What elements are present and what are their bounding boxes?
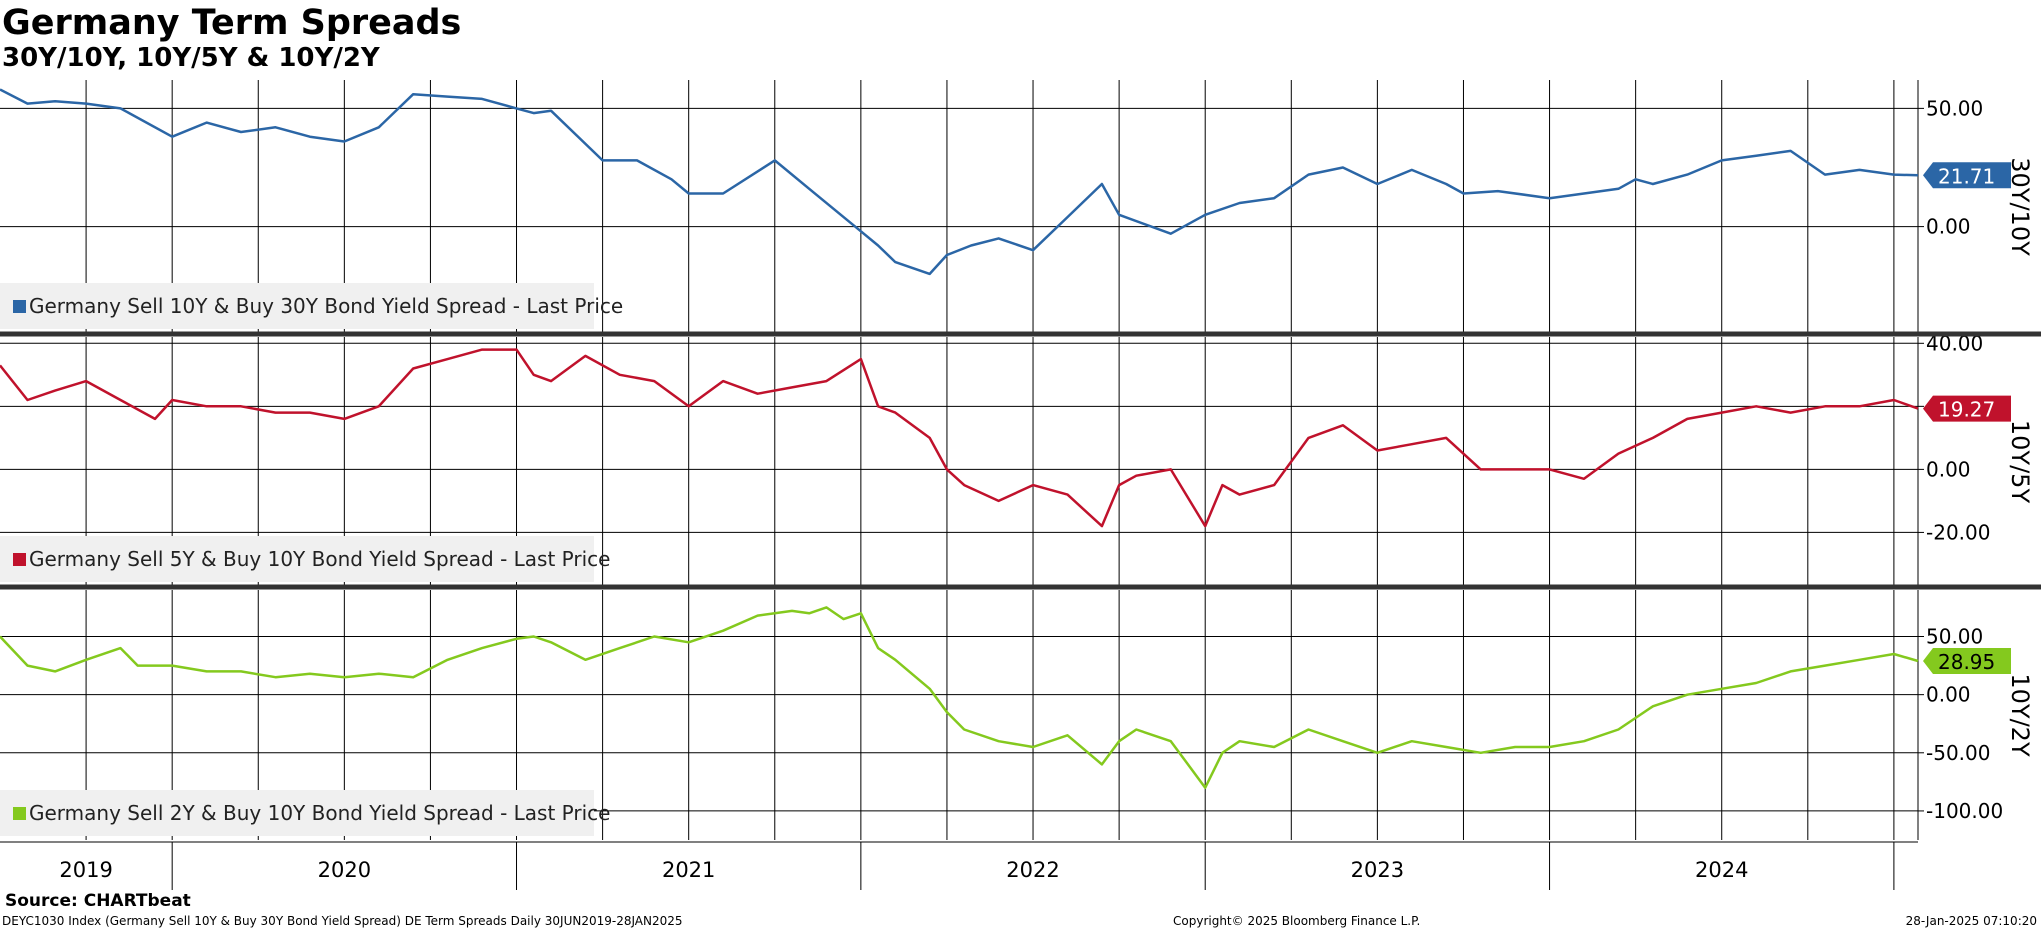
y-tick-label: 50.00 [1926, 96, 1983, 120]
last-value-label: 21.71 [1938, 164, 1995, 188]
y-tick-label: -100.00 [1926, 799, 2003, 823]
legend-swatch [13, 553, 26, 566]
x-tick-label: 2020 [318, 858, 371, 882]
legend-box [0, 283, 594, 329]
legend-box [0, 536, 594, 582]
y-tick-label: 50.00 [1926, 625, 1983, 649]
panel-axis-label: 10Y/2Y [2006, 673, 2034, 757]
y-tick-label: 0.00 [1926, 683, 1971, 707]
footer-index-info: DEYC1030 Index (Germany Sell 10Y & Buy 3… [2, 914, 683, 928]
legend-label: Germany Sell 2Y & Buy 10Y Bond Yield Spr… [29, 801, 610, 825]
x-tick-label: 2023 [1351, 858, 1404, 882]
last-value-label: 19.27 [1938, 398, 1995, 422]
legend-label: Germany Sell 5Y & Buy 10Y Bond Yield Spr… [29, 547, 610, 571]
last-value-tag [1923, 647, 2011, 674]
series-line-30Y-10Y [0, 88, 1919, 276]
y-tick-label: -50.00 [1926, 741, 1990, 765]
x-tick-label: 2021 [662, 858, 715, 882]
footer-copyright: Copyright© 2025 Bloomberg Finance L.P. [1173, 914, 1421, 928]
footer-timestamp: 28-Jan-2025 07:10:20 [1905, 914, 2037, 928]
y-tick-label: 0.00 [1926, 457, 1971, 481]
legend-box [0, 790, 594, 836]
source-note: Source: CHARTbeat [5, 891, 191, 911]
panel-axis-label: 30Y/10Y [2006, 157, 2034, 256]
legend-label: Germany Sell 10Y & Buy 30Y Bond Yield Sp… [29, 294, 623, 318]
series-line-10Y-2Y [0, 606, 1919, 789]
y-tick-label: -20.00 [1926, 520, 1990, 544]
x-tick-label: 2019 [59, 858, 112, 882]
series-line-10Y-5Y [0, 348, 1919, 528]
last-value-tag [1923, 162, 2011, 189]
chart-subtitle: 30Y/10Y, 10Y/5Y & 10Y/2Y [2, 43, 380, 73]
legend-swatch [13, 807, 26, 820]
chart-title: Germany Term Spreads [2, 3, 462, 43]
last-value-label: 28.95 [1938, 650, 1995, 674]
last-value-tag [1923, 395, 2011, 422]
panel-axis-label: 10Y/5Y [2006, 420, 2034, 504]
legend-swatch [13, 300, 26, 313]
x-tick-label: 2024 [1695, 858, 1748, 882]
x-tick-label: 2022 [1006, 858, 1059, 882]
y-tick-label: 0.00 [1926, 215, 1971, 239]
